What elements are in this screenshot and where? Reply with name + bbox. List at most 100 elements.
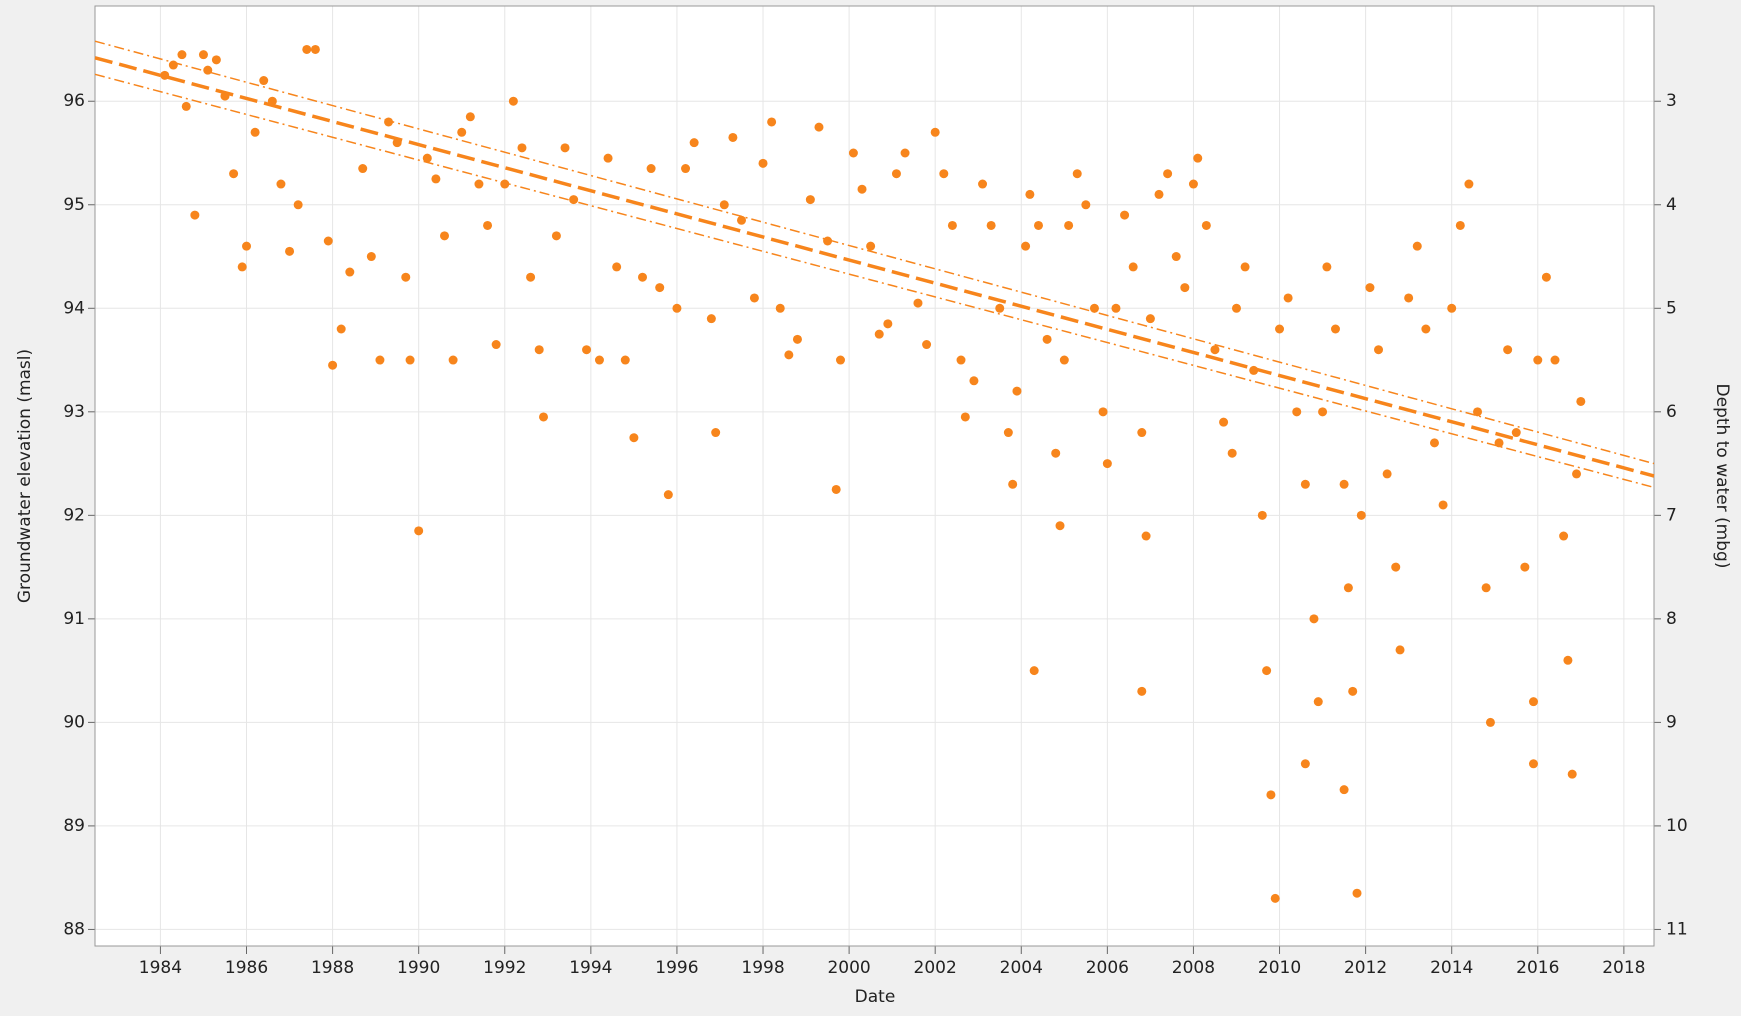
data-point bbox=[1481, 583, 1491, 593]
data-point bbox=[1219, 417, 1229, 427]
data-point bbox=[1008, 479, 1018, 489]
data-point bbox=[866, 241, 876, 251]
data-point bbox=[1042, 334, 1052, 344]
data-point bbox=[1404, 293, 1414, 303]
plot-area bbox=[95, 6, 1654, 946]
x-tick-label: 2004 bbox=[1000, 958, 1043, 978]
data-point bbox=[706, 314, 716, 324]
data-point bbox=[1339, 785, 1349, 795]
data-point bbox=[857, 184, 867, 194]
data-point bbox=[728, 132, 738, 142]
data-point bbox=[1154, 189, 1164, 199]
data-point bbox=[629, 433, 639, 443]
data-point bbox=[1145, 314, 1155, 324]
data-point bbox=[848, 148, 858, 158]
trend-line bbox=[94, 56, 1655, 478]
y2-tick-label: 3 bbox=[1666, 91, 1677, 111]
data-point bbox=[440, 231, 450, 241]
data-point bbox=[1081, 200, 1091, 210]
data-point bbox=[1352, 888, 1362, 898]
data-point bbox=[1541, 272, 1551, 282]
data-point bbox=[1089, 303, 1099, 313]
data-point bbox=[758, 158, 768, 168]
data-point bbox=[1141, 531, 1151, 541]
data-point bbox=[1412, 241, 1422, 251]
data-point bbox=[1266, 790, 1276, 800]
data-point bbox=[1528, 759, 1538, 769]
x-tick-label: 1986 bbox=[225, 958, 268, 978]
data-point bbox=[1343, 583, 1353, 593]
y-tick-label: 95 bbox=[63, 195, 85, 215]
data-point bbox=[1572, 469, 1582, 479]
y2-tick-label: 11 bbox=[1666, 919, 1688, 939]
data-point bbox=[1231, 303, 1241, 313]
data-point bbox=[1201, 220, 1211, 230]
y-axis-label: Groundwater elevation (masl) bbox=[15, 349, 35, 603]
y2-tick-label: 8 bbox=[1666, 609, 1677, 629]
data-point bbox=[823, 236, 833, 246]
data-point bbox=[775, 303, 785, 313]
data-point bbox=[1051, 448, 1061, 458]
data-point bbox=[1283, 293, 1293, 303]
y-tick-label: 91 bbox=[63, 609, 85, 629]
x-tick-label: 2018 bbox=[1602, 958, 1645, 978]
data-point bbox=[1292, 407, 1302, 417]
data-point bbox=[1485, 717, 1495, 727]
data-point bbox=[711, 428, 721, 438]
x-tick-label: 2016 bbox=[1516, 958, 1559, 978]
y2-axis-label: Depth to water (mbg) bbox=[1712, 384, 1732, 569]
data-point bbox=[681, 164, 691, 174]
data-point bbox=[655, 283, 665, 293]
data-point bbox=[1240, 262, 1250, 272]
y2-tick-label: 10 bbox=[1666, 816, 1688, 836]
data-point bbox=[1533, 355, 1543, 365]
trend-line bbox=[94, 40, 1655, 465]
data-point bbox=[1072, 169, 1082, 179]
data-point bbox=[939, 169, 949, 179]
data-point bbox=[1391, 562, 1401, 572]
y2-tick-label: 6 bbox=[1666, 402, 1677, 422]
y-tick-label: 90 bbox=[63, 712, 85, 732]
x-tick-label: 1990 bbox=[397, 958, 440, 978]
data-point bbox=[1455, 220, 1465, 230]
data-point bbox=[1348, 686, 1358, 696]
data-point bbox=[874, 329, 884, 339]
data-point bbox=[1098, 407, 1108, 417]
data-point bbox=[448, 355, 458, 365]
data-point bbox=[689, 138, 699, 148]
data-point bbox=[285, 246, 295, 256]
data-point bbox=[1382, 469, 1392, 479]
x-tick-label: 2000 bbox=[827, 958, 870, 978]
data-point bbox=[784, 350, 794, 360]
data-point bbox=[1300, 479, 1310, 489]
data-point bbox=[465, 112, 475, 122]
data-point bbox=[1270, 893, 1280, 903]
data-point bbox=[960, 412, 970, 422]
x-tick-label: 2002 bbox=[914, 958, 957, 978]
data-point bbox=[582, 345, 592, 355]
data-point bbox=[457, 127, 467, 137]
y-tick-label: 94 bbox=[63, 298, 85, 318]
data-point bbox=[749, 293, 759, 303]
data-point bbox=[336, 324, 346, 334]
data-point bbox=[422, 153, 432, 163]
x-tick-label: 2010 bbox=[1258, 958, 1301, 978]
data-point bbox=[1309, 614, 1319, 624]
data-point bbox=[310, 44, 320, 54]
x-tick-label: 1998 bbox=[741, 958, 784, 978]
data-point bbox=[323, 236, 333, 246]
data-point bbox=[1395, 645, 1405, 655]
data-point bbox=[736, 215, 746, 225]
data-point bbox=[1313, 697, 1323, 707]
data-point bbox=[358, 164, 368, 174]
data-point bbox=[1567, 769, 1577, 779]
x-tick-label: 1996 bbox=[655, 958, 698, 978]
data-point bbox=[1503, 345, 1513, 355]
data-point bbox=[302, 44, 312, 54]
x-tick-label: 1988 bbox=[311, 958, 354, 978]
data-point bbox=[1012, 386, 1022, 396]
data-point bbox=[517, 143, 527, 153]
data-point bbox=[646, 164, 656, 174]
data-point bbox=[1029, 666, 1039, 676]
data-point bbox=[534, 345, 544, 355]
